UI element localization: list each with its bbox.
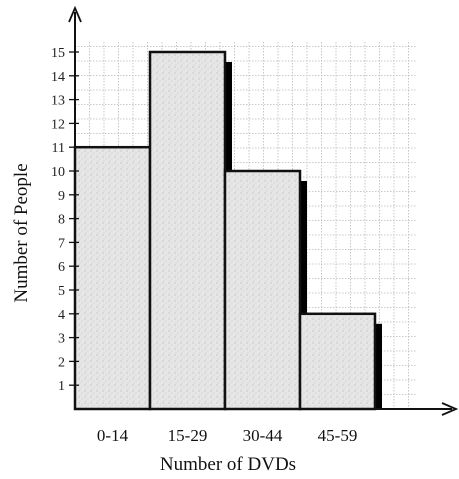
bar-45-59 <box>298 312 377 411</box>
y-tick-label: 12 <box>51 117 65 132</box>
y-tick-label: 10 <box>51 165 65 180</box>
y-tick-label: 1 <box>58 379 65 394</box>
x-category-label: 45-59 <box>318 426 358 445</box>
bar-30-44 <box>223 169 302 411</box>
x-axis-arrow-icon <box>441 402 459 416</box>
y-tick-label: 6 <box>58 260 65 275</box>
y-tick-label: 15 <box>51 46 65 61</box>
y-tick-label: 11 <box>52 141 65 156</box>
x-category-label: 30-44 <box>243 426 283 445</box>
bars <box>73 50 382 411</box>
y-tick-label: 13 <box>51 94 65 109</box>
y-tick-label: 4 <box>58 308 65 323</box>
bar-0-14 <box>73 145 152 411</box>
bar-15-29 <box>148 50 227 411</box>
y-axis-arrow-icon <box>68 5 82 23</box>
x-category-label: 0-14 <box>97 426 129 445</box>
x-category-labels: 0-14 15-29 30-44 45-59 <box>97 426 357 445</box>
x-axis-title: Number of DVDs <box>160 454 296 475</box>
bar-shadow-30-44 <box>300 181 307 409</box>
y-tick-label: 8 <box>58 213 65 228</box>
y-tick-label: 14 <box>51 70 65 85</box>
y-axis-title: Number of People <box>11 163 32 302</box>
y-tick-label: 3 <box>58 332 65 347</box>
bar-shadow-45-59 <box>375 323 382 409</box>
x-category-label: 15-29 <box>168 426 208 445</box>
axes <box>68 5 459 416</box>
y-tick-label: 7 <box>58 236 65 251</box>
y-tick-label: 5 <box>58 284 65 299</box>
y-tick-label: 2 <box>58 355 65 370</box>
y-tick-label: 9 <box>58 189 65 204</box>
